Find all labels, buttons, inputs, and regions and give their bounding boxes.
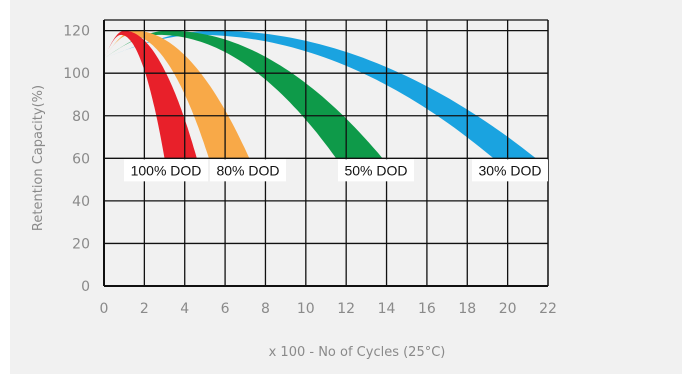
y-tick-label: 60	[72, 151, 90, 167]
x-tick-label: 2	[140, 301, 149, 317]
x-tick-label: 22	[539, 301, 557, 317]
x-tick-label: 8	[261, 301, 270, 317]
x-tick-label: 16	[418, 301, 436, 317]
dod-label: 50% DOD	[344, 162, 407, 178]
band-100-dod	[104, 30, 197, 159]
dod-label: 100% DOD	[131, 162, 202, 178]
y-tick-label: 40	[72, 194, 90, 210]
y-tick-label: 20	[72, 236, 90, 252]
x-axis-label: x 100 - No of Cycles (25°C)	[269, 345, 446, 360]
band-30-dod	[104, 30, 536, 159]
dod-label: 80% DOD	[216, 162, 279, 178]
y-tick-label: 80	[72, 109, 90, 125]
dod-label-box	[338, 159, 414, 182]
y-tick-label: 100	[63, 66, 90, 82]
dod-label-box	[210, 159, 286, 182]
x-tick-label: 0	[100, 301, 109, 317]
band-50-dod	[104, 30, 383, 159]
dod-label-box	[124, 159, 208, 182]
x-tick-label: 4	[180, 301, 189, 317]
band-80-dod	[104, 30, 250, 159]
x-tick-label: 10	[297, 301, 315, 317]
x-tick-label: 12	[337, 301, 355, 317]
x-tick-label: 18	[458, 301, 476, 317]
x-tick-label: 14	[378, 301, 396, 317]
x-tick-label: 6	[221, 301, 230, 317]
dod-label-box	[472, 159, 548, 182]
dod-label: 30% DOD	[478, 162, 541, 178]
y-axis-label: Retention Capacity(%)	[31, 85, 46, 231]
y-tick-label: 0	[81, 279, 90, 295]
x-tick-label: 20	[499, 301, 517, 317]
y-tick-label: 120	[63, 24, 90, 40]
